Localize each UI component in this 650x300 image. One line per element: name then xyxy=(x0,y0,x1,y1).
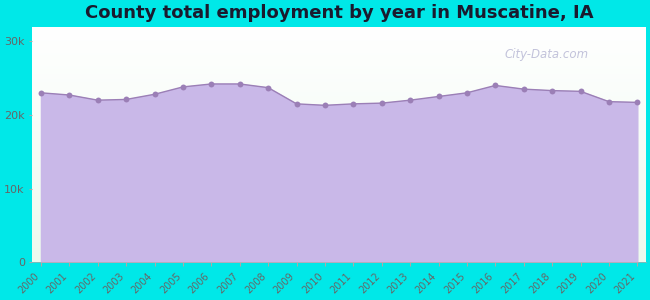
Point xyxy=(206,82,216,86)
Point xyxy=(320,103,330,108)
Point xyxy=(291,101,302,106)
Point xyxy=(405,98,415,103)
Point xyxy=(263,85,274,90)
Point xyxy=(490,83,501,88)
Title: County total employment by year in Muscatine, IA: County total employment by year in Musca… xyxy=(85,4,593,22)
Point xyxy=(177,85,188,89)
Point xyxy=(547,88,557,93)
Point xyxy=(348,101,359,106)
Point xyxy=(235,82,245,86)
Point xyxy=(64,93,75,98)
Point xyxy=(519,87,529,92)
Point xyxy=(604,99,614,104)
Point xyxy=(462,90,472,95)
Point xyxy=(36,90,46,95)
Point xyxy=(92,98,103,103)
Point xyxy=(575,89,586,94)
Point xyxy=(150,92,160,97)
Point xyxy=(434,94,444,99)
Point xyxy=(376,101,387,106)
Point xyxy=(121,97,131,102)
Point xyxy=(632,100,642,105)
Text: City-Data.com: City-Data.com xyxy=(505,48,589,61)
